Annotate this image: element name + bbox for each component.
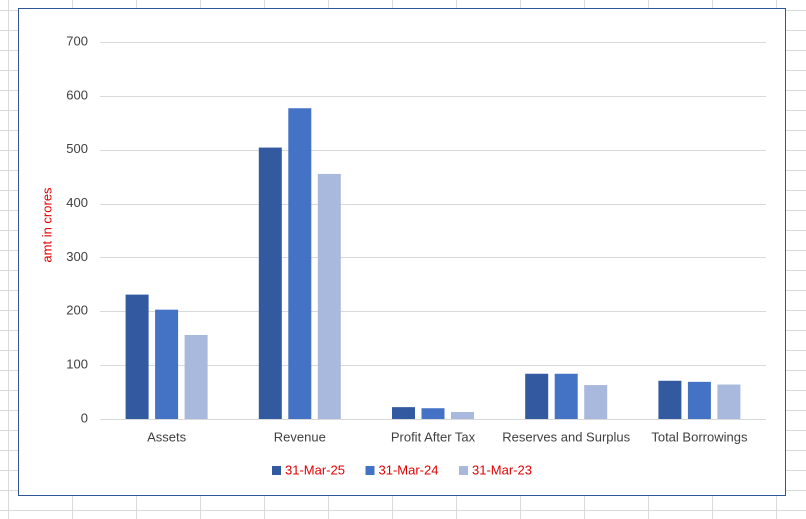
y-tick-label: 600 [66,87,88,102]
y-tick-label: 0 [81,410,88,425]
x-tick-label: Assets [147,429,187,444]
bar [288,108,312,419]
bar [184,334,208,419]
bar [258,147,282,419]
y-tick-label: 200 [66,303,88,318]
x-tick-label: Reserves and Surplus [502,429,630,444]
y-tick-label: 500 [66,141,88,156]
bar [421,408,445,419]
y-tick-label: 700 [66,33,88,48]
legend-label: 31-Mar-24 [379,462,439,477]
x-tick-label: Revenue [274,429,326,444]
bar [687,381,711,419]
y-axis-title: amt in crores [39,187,54,263]
bar [317,173,341,419]
y-tick-label: 100 [66,357,88,372]
x-tick-label: Profit After Tax [391,429,476,444]
legend-swatch [459,466,468,475]
y-tick-label: 300 [66,249,88,264]
bar [125,294,149,419]
bar [658,380,682,419]
bar [525,373,549,419]
legend-label: 31-Mar-23 [472,462,532,477]
bar [155,309,179,419]
bar [451,411,474,419]
bar [717,384,741,419]
bar [584,385,608,419]
y-tick-label: 400 [66,195,88,210]
legend-swatch [272,466,281,475]
chart-area[interactable] [18,8,786,496]
legend-swatch [365,466,375,475]
bar [392,407,415,419]
x-tick-label: Total Borrowings [651,429,748,444]
legend-label: 31-Mar-25 [285,462,345,477]
bar [554,373,578,419]
